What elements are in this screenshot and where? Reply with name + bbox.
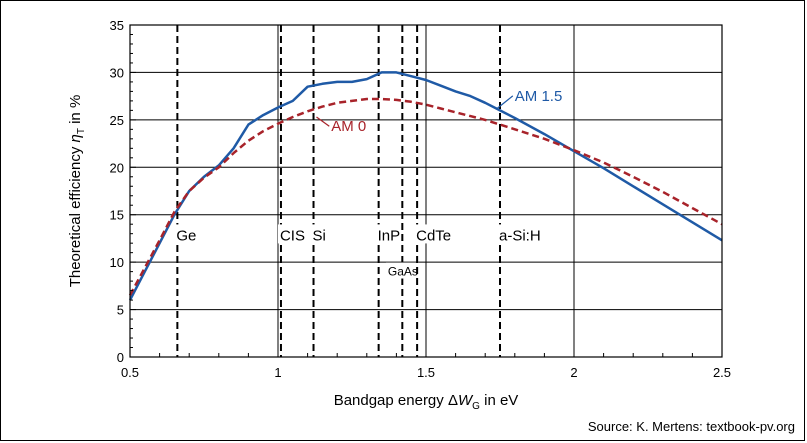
y-tick-label: 10 — [110, 255, 124, 270]
x-tick-label: 1 — [274, 365, 281, 380]
x-tick-label: 2.5 — [713, 365, 731, 380]
material-label-bg — [414, 224, 455, 244]
material-label: Ge — [176, 227, 196, 244]
material-markers: Ge CIS Si InP GaAs CdTe a-Si:H — [174, 25, 555, 357]
y-tick-label: 25 — [110, 113, 124, 128]
y-tick-label: 35 — [110, 18, 124, 33]
x-tick-label: 0.5 — [121, 365, 139, 380]
material-label-bg — [277, 224, 309, 244]
x-tick-label: 1.5 — [417, 365, 435, 380]
source-note: Source: K. Mertens: textbook-pv.org — [587, 419, 795, 434]
axis-ticks: 0 5 10 15 20 25 30 35 0.5 1 1.5 2 2.5 — [110, 18, 732, 380]
material-label: CIS — [280, 227, 305, 244]
x-tick-label: 2 — [570, 365, 577, 380]
series-lines: AM 1.5 AM 0 — [128, 71, 723, 301]
y-tick-label: 30 — [110, 65, 124, 80]
y-axis-label: Theoretical efficiency ηT in % — [67, 95, 87, 288]
x-axis-label: Bandgap energy ΔWG in eV — [334, 392, 519, 412]
y-tick-label: 0 — [117, 350, 124, 365]
material-label-bg — [385, 262, 419, 279]
y-tick-label: 5 — [117, 303, 124, 318]
series-pointer — [496, 95, 514, 109]
series-line-am-0 — [128, 97, 723, 296]
plot-border — [129, 24, 723, 358]
material-label: CdTe — [416, 227, 451, 244]
material-label-bg — [174, 224, 197, 244]
grid — [129, 24, 723, 358]
material-label: InP — [378, 227, 401, 244]
material-label: a-Si:H — [499, 227, 541, 244]
material-label: Si — [313, 227, 326, 244]
series-label: AM 1.5 — [515, 88, 563, 105]
material-label-bg — [375, 224, 407, 244]
y-tick-label: 15 — [110, 208, 124, 223]
y-tick-label: 20 — [110, 160, 124, 175]
series-pointer — [316, 116, 330, 127]
material-label: GaAs — [388, 265, 418, 279]
material-label-bg — [310, 224, 333, 244]
material-label-bg — [497, 224, 555, 244]
series-label: AM 0 — [331, 118, 366, 135]
